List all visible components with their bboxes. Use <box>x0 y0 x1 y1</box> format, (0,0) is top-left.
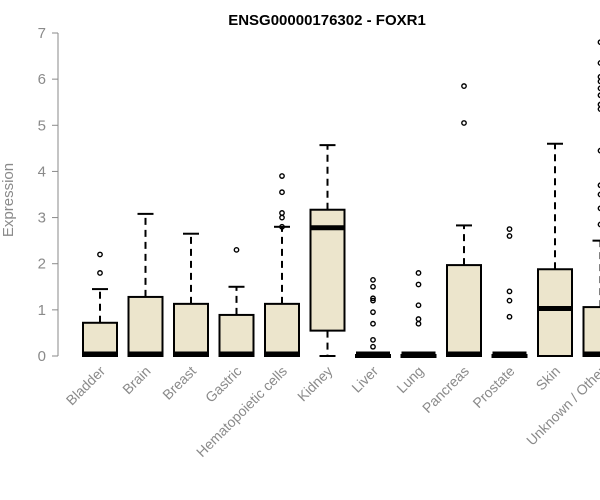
outlier-point <box>370 320 376 327</box>
x-tick-label: Liver <box>348 363 381 396</box>
y-tick-label: 6 <box>38 71 46 88</box>
outlier-point <box>506 313 513 320</box>
outlier-point <box>415 302 422 309</box>
outlier-point <box>279 189 285 196</box>
box-3 <box>173 232 209 358</box>
outlier-point <box>461 83 467 89</box>
box-iqr <box>127 295 164 357</box>
outlier-point <box>370 295 376 302</box>
box-iqr <box>82 321 118 357</box>
x-tick-label: Pancreas <box>419 363 472 416</box>
outlier-point <box>279 223 285 230</box>
outlier-point <box>597 60 600 66</box>
outlier-point <box>233 246 240 253</box>
box-iqr <box>173 302 209 358</box>
x-tick-label: Bladder <box>63 363 109 409</box>
x-tick-label: Kidney <box>294 363 336 405</box>
box-8 <box>400 270 437 358</box>
outlier-point <box>370 343 376 350</box>
box-iqr <box>582 306 600 357</box>
y-tick-label: 0 <box>38 348 46 365</box>
y-tick-label: 3 <box>38 210 46 227</box>
outlier-point <box>415 281 422 288</box>
box-5 <box>264 173 300 358</box>
outlier-point <box>415 270 422 276</box>
outlier-point <box>97 251 103 258</box>
outlier-point <box>97 270 103 276</box>
y-tick-label: 4 <box>38 163 46 180</box>
boxes-group <box>82 39 600 358</box>
outlier-point <box>506 233 513 239</box>
outlier-point <box>506 297 513 304</box>
outlier-point <box>597 221 600 228</box>
outlier-point <box>415 316 422 322</box>
box-1 <box>82 251 118 357</box>
outlier-point <box>370 276 376 283</box>
box-11 <box>537 142 573 358</box>
outlier-point <box>597 106 600 112</box>
outlier-point <box>461 120 467 126</box>
box-6 <box>309 144 346 357</box>
box-12 <box>582 39 600 357</box>
y-tick-label: 2 <box>38 256 46 273</box>
outlier-point <box>597 101 600 108</box>
outlier-point <box>506 226 513 233</box>
outlier-point <box>370 283 376 290</box>
outlier-point <box>597 147 600 154</box>
x-tick-label: Gastric <box>202 363 245 406</box>
outlier-point <box>597 191 600 198</box>
y-axis: 0 1 2 3 4 5 6 7 <box>38 25 59 365</box>
outlier-point <box>370 297 376 304</box>
box-7 <box>355 276 391 358</box>
y-tick-label: 1 <box>38 302 46 319</box>
box-10 <box>491 226 528 358</box>
x-tick-label: Brain <box>119 363 153 397</box>
box-iqr <box>446 264 482 357</box>
outlier-point <box>597 73 600 80</box>
outlier-point <box>415 320 422 327</box>
box-9 <box>446 83 482 357</box>
box-iqr <box>537 268 573 358</box>
outlier-point <box>279 210 285 216</box>
outlier-point <box>506 288 513 295</box>
box-iqr <box>218 313 255 358</box>
box-iqr <box>264 302 300 358</box>
x-tick-label: Skin <box>533 363 564 394</box>
outlier-point <box>597 205 600 212</box>
outlier-point <box>597 39 600 46</box>
chart-title: ENSG00000176302 - FOXR1 <box>228 12 426 29</box>
box-2 <box>127 212 164 357</box>
outlier-point <box>597 182 600 189</box>
y-tick-label: 5 <box>38 117 46 134</box>
outlier-point <box>597 78 600 85</box>
y-tick-label: 7 <box>38 25 46 42</box>
x-tick-label: Hematopoietic cells <box>193 363 290 460</box>
x-tick-label: Lung <box>393 363 426 396</box>
y-axis-label: Expression <box>0 163 17 237</box>
outlier-point <box>279 173 285 179</box>
outlier-point <box>370 309 376 316</box>
box-4 <box>218 246 255 358</box>
x-tick-label: Breast <box>159 363 199 403</box>
outlier-point <box>597 92 600 99</box>
outlier-point <box>370 336 376 343</box>
outlier-point <box>279 214 285 221</box>
outlier-point <box>597 85 600 92</box>
x-tick-label: Prostate <box>469 363 517 411</box>
